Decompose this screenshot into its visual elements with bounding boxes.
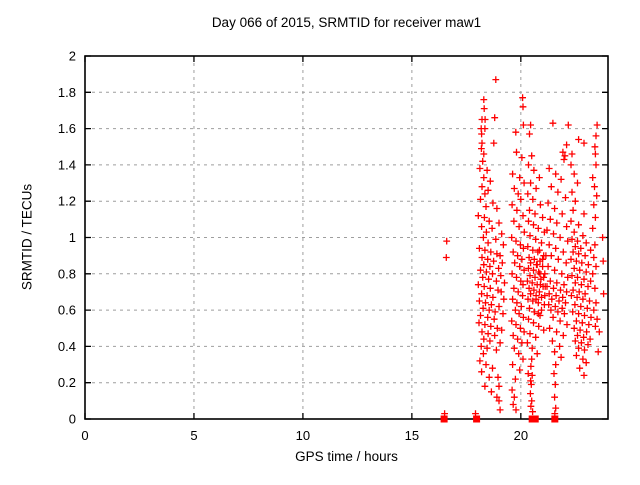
chart-title: Day 066 of 2015, SRMTID for receiver maw… <box>211 15 482 30</box>
y-tick-label: 2 <box>69 49 76 64</box>
x-tick-label: 20 <box>514 428 528 443</box>
y-tick-label: 1.4 <box>58 157 76 172</box>
y-tick-label: 0.6 <box>58 303 76 318</box>
y-tick-label: 1.8 <box>58 85 76 100</box>
x-tick-label: 5 <box>190 428 197 443</box>
y-tick-label: 0 <box>69 412 76 427</box>
y-tick-label: 1.2 <box>58 194 76 209</box>
y-tick-label: 1 <box>69 230 76 245</box>
x-axis-label: GPS time / hours <box>295 449 398 464</box>
scatter-points-plus <box>441 76 607 417</box>
y-tick-label: 0.2 <box>58 375 76 390</box>
gridlines <box>85 56 608 419</box>
x-tick-label: 0 <box>81 428 88 443</box>
x-tick-label: 10 <box>296 428 310 443</box>
y-tick-label: 0.8 <box>58 266 76 281</box>
scatter-points-square <box>440 415 559 423</box>
y-axis-label: SRMTID / TECUs <box>19 183 35 291</box>
y-tick-label: 0.4 <box>58 339 76 354</box>
x-tick-label: 15 <box>405 428 419 443</box>
y-tick-label: 1.6 <box>58 121 76 136</box>
